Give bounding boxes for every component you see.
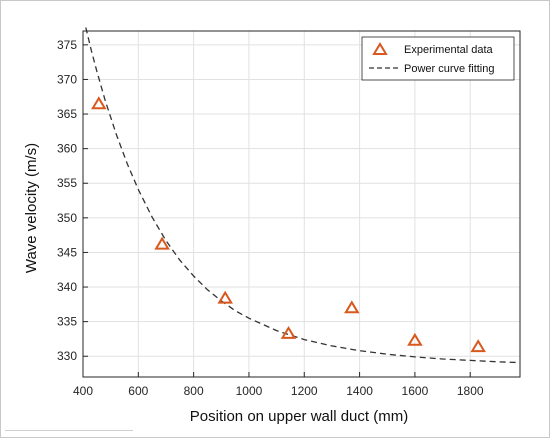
x-tick-label: 1000 [236, 384, 263, 398]
plot-border [82, 30, 521, 378]
y-tick-label: 355 [57, 176, 77, 190]
legend-label-fit: Power curve fitting [404, 63, 494, 75]
x-tick-label: 1200 [291, 384, 318, 398]
data-point-triangle [407, 332, 423, 346]
grid-lines [82, 31, 520, 377]
data-point-triangle [154, 236, 170, 250]
x-tick-label: 1400 [346, 384, 373, 398]
x-axis-ticks: 400 600 800 1000 1200 1400 1600 1800 [73, 372, 484, 398]
data-point-triangle [217, 290, 233, 304]
data-point-layer [91, 96, 486, 353]
y-axis-label: Wave velocity (m/s) [23, 143, 40, 273]
data-point-triangle [470, 339, 486, 353]
y-tick-label: 360 [57, 142, 77, 156]
y-axis-ticks: 330 335 340 345 350 355 360 365 370 375 [57, 38, 88, 363]
x-axis-label: Position on upper wall duct (mm) [190, 408, 408, 425]
x-tick-label: 1600 [402, 384, 429, 398]
legend: Experimental data Power curve fitting [361, 36, 515, 81]
y-tick-label: 345 [57, 245, 77, 259]
data-point-triangle [344, 300, 360, 314]
y-tick-label: 375 [57, 38, 77, 52]
x-tick-label: 800 [184, 384, 204, 398]
x-tick-label: 1800 [457, 384, 484, 398]
y-tick-label: 350 [57, 211, 77, 225]
y-tick-label: 370 [57, 72, 77, 86]
legend-triangle-marker [372, 42, 388, 55]
legend-label-experimental: Experimental data [404, 44, 494, 56]
y-tick-label: 365 [57, 107, 77, 121]
y-tick-label: 340 [57, 280, 77, 294]
y-tick-label: 335 [57, 315, 77, 329]
caption-divider [5, 430, 133, 431]
x-tick-label: 400 [73, 384, 93, 398]
y-tick-label: 330 [57, 349, 77, 363]
data-point-triangle [280, 325, 297, 339]
legend-box [361, 36, 515, 81]
data-point-triangle [91, 96, 107, 110]
x-tick-label: 600 [128, 384, 148, 398]
plot-background [83, 31, 520, 377]
